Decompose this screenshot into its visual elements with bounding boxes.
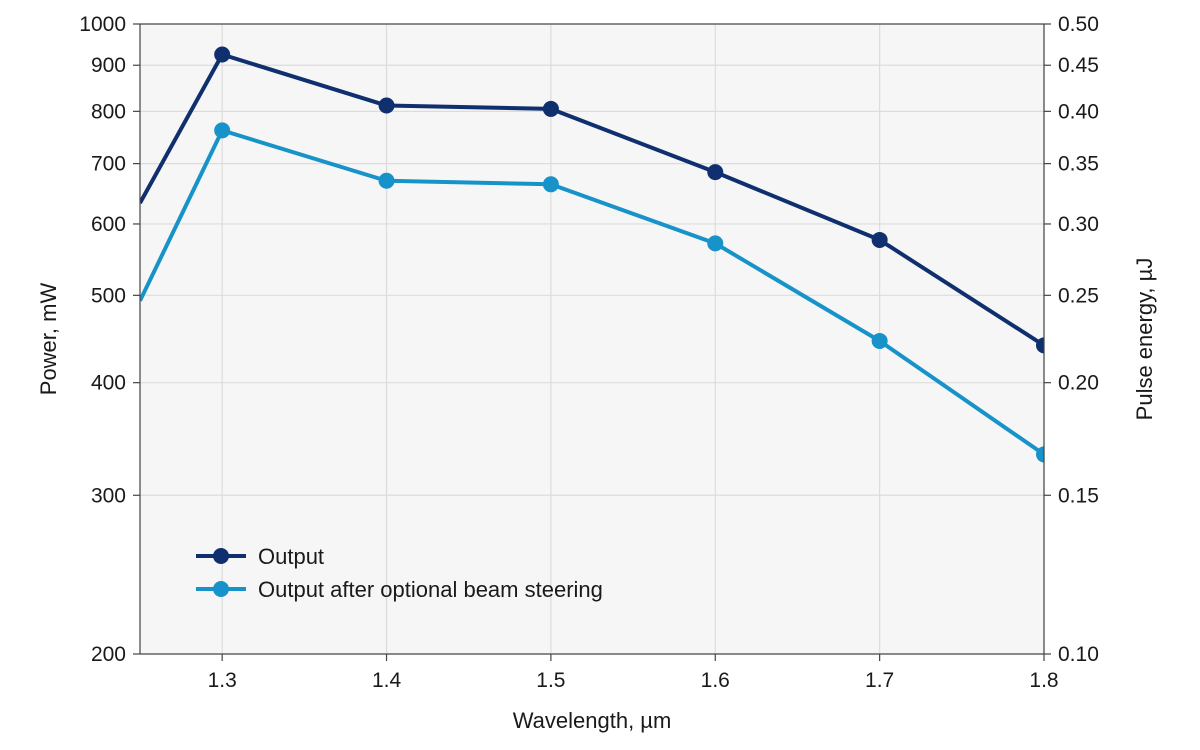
y2-tick-label: 0.45 xyxy=(1058,54,1099,77)
y-tick-label: 700 xyxy=(91,153,126,176)
y2-tick-label: 0.15 xyxy=(1058,484,1099,507)
series-1-point xyxy=(214,46,231,63)
series-2-point xyxy=(378,172,395,189)
x-axis-title: Wavelength, µm xyxy=(513,708,672,733)
x-ticks: 1.3 1.4 1.5 1.6 1.7 1.8 xyxy=(208,654,1059,692)
y-ticks: 200 300 400 500 600 700 800 900 1000 xyxy=(79,13,140,666)
y2-axis-title: Pulse energy, µJ xyxy=(1132,258,1157,421)
x-tick-label: 1.6 xyxy=(701,669,730,692)
legend-label: Output xyxy=(258,544,324,569)
series-layer xyxy=(140,46,1044,463)
series-1-point xyxy=(542,100,559,117)
y-tick-label: 200 xyxy=(91,643,126,666)
x-tick-label: 1.5 xyxy=(536,669,565,692)
legend: Output Output after optional beam steerin… xyxy=(196,544,603,602)
x-tick-label: 1.8 xyxy=(1029,669,1058,692)
x-tick-label: 1.3 xyxy=(208,669,237,692)
y-tick-label: 600 xyxy=(91,213,126,236)
series-1-point xyxy=(707,164,724,181)
plot-area xyxy=(140,24,1044,654)
y-tick-label: 900 xyxy=(91,54,126,77)
series-2-point xyxy=(542,176,559,193)
y-tick-label: 500 xyxy=(91,284,126,307)
series-1-point xyxy=(871,231,888,248)
y-axis-title: Power, mW xyxy=(36,283,61,396)
y2-tick-label: 0.50 xyxy=(1058,13,1099,36)
legend-swatch-marker xyxy=(213,581,229,597)
series-1-point xyxy=(1036,337,1044,354)
y2-tick-label: 0.25 xyxy=(1058,284,1099,307)
y2-ticks: 0.10 0.15 0.20 0.25 0.30 0.35 0.40 0.45 0.50 xyxy=(1044,13,1099,666)
y2-tick-label: 0.20 xyxy=(1058,372,1099,395)
series-1-point xyxy=(378,97,395,114)
legend-label: Output after optional beam steering xyxy=(258,577,603,602)
x-tick-label: 1.7 xyxy=(865,669,894,692)
plot-frame xyxy=(139,23,1045,655)
y2-tick-label: 0.10 xyxy=(1058,643,1099,666)
y-tick-label: 1000 xyxy=(79,13,126,36)
series-2-point xyxy=(1036,446,1044,463)
y2-tick-label: 0.30 xyxy=(1058,213,1099,236)
series-2-point xyxy=(214,122,231,139)
y2-tick-label: 0.40 xyxy=(1058,100,1099,123)
y2-tick-label: 0.35 xyxy=(1058,153,1099,176)
y-tick-label: 800 xyxy=(91,100,126,123)
series-2-point xyxy=(707,235,724,252)
series-2-point xyxy=(871,332,888,349)
y-tick-label: 400 xyxy=(91,372,126,395)
legend-swatch-marker xyxy=(213,548,229,564)
y-tick-label: 300 xyxy=(91,484,126,507)
x-tick-label: 1.4 xyxy=(372,669,402,692)
